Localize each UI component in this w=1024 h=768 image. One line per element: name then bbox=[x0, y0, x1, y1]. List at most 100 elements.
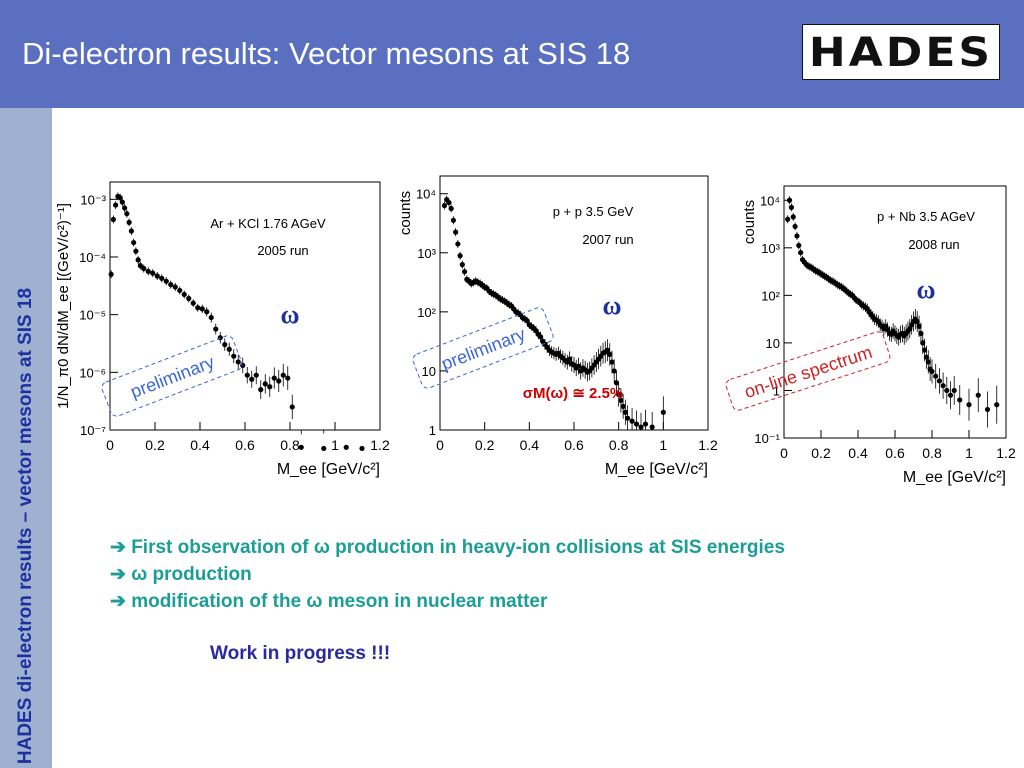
data-point bbox=[788, 204, 794, 210]
data-point bbox=[944, 387, 950, 394]
data-point bbox=[126, 219, 132, 225]
data-point bbox=[177, 287, 183, 294]
y-axis-label: counts bbox=[741, 200, 758, 244]
work-in-progress-note: Work in progress !!! bbox=[210, 643, 391, 664]
x-tick-label: 0.4 bbox=[520, 437, 540, 453]
stamp-frame bbox=[101, 335, 243, 417]
data-point bbox=[796, 242, 802, 249]
data-point bbox=[984, 406, 991, 413]
data-point bbox=[119, 199, 125, 205]
data-point bbox=[226, 346, 232, 352]
y-tick-label: 10⁻⁷ bbox=[80, 423, 106, 438]
data-point bbox=[124, 211, 130, 217]
stamp-label: preliminary bbox=[439, 324, 528, 374]
data-point bbox=[298, 444, 304, 450]
x-tick-label: 0.2 bbox=[811, 445, 831, 461]
data-point bbox=[122, 205, 128, 211]
data-point bbox=[947, 392, 954, 398]
bullet-list: ➔ First observation of ω production in h… bbox=[110, 534, 785, 615]
stamp-label: on-line spectrum bbox=[742, 342, 875, 402]
sidebar: HADES di-electron results – vector meson… bbox=[0, 108, 52, 768]
y-tick-label: 1 bbox=[429, 423, 436, 438]
stamp-frame bbox=[412, 307, 554, 389]
data-point bbox=[609, 359, 615, 365]
annotation-reaction: p + Nb 3.5 AGeV bbox=[877, 209, 975, 224]
data-point bbox=[258, 387, 264, 393]
data-point bbox=[792, 223, 798, 230]
sigma-label: σM(ω) ≅ 2.5% bbox=[523, 385, 624, 402]
data-point bbox=[459, 262, 465, 268]
data-point bbox=[244, 372, 250, 378]
arrow-icon: ➔ bbox=[110, 564, 126, 585]
data-point bbox=[186, 295, 192, 302]
data-point bbox=[289, 404, 295, 410]
y-tick-label: 10 bbox=[422, 364, 436, 379]
y-tick-label: 10⁴ bbox=[760, 193, 780, 208]
data-point bbox=[172, 284, 178, 290]
x-tick-label: 0.6 bbox=[235, 437, 255, 453]
data-point bbox=[159, 275, 165, 281]
data-point bbox=[267, 384, 273, 390]
data-point bbox=[575, 363, 582, 369]
data-point bbox=[616, 391, 622, 398]
annotation-run: 2005 run bbox=[257, 243, 308, 258]
y-tick-label: 10⁻⁵ bbox=[79, 308, 106, 323]
bullet-text: modification of the ω meson in nuclear m… bbox=[131, 591, 548, 612]
omega-label: ω bbox=[916, 275, 935, 304]
data-point bbox=[994, 402, 1000, 408]
data-point bbox=[222, 342, 228, 348]
data-point bbox=[633, 421, 640, 427]
data-point bbox=[604, 347, 611, 353]
x-tick-label: 0 bbox=[436, 437, 444, 453]
y-axis-label: counts bbox=[397, 191, 414, 235]
logo-text: HADES bbox=[808, 28, 994, 76]
x-tick-label: 1.2 bbox=[698, 437, 718, 453]
data-point bbox=[110, 216, 116, 223]
data-point bbox=[524, 318, 530, 324]
annotation-run: 2007 run bbox=[582, 232, 633, 247]
data-point bbox=[649, 424, 655, 430]
data-point bbox=[135, 257, 141, 263]
x-tick-label: 0.8 bbox=[609, 437, 629, 453]
data-point bbox=[262, 381, 268, 387]
y-tick-label: 10⁴ bbox=[416, 187, 436, 202]
data-point bbox=[204, 309, 210, 315]
annotation-reaction: p + p 3.5 GeV bbox=[553, 204, 634, 219]
x-axis-label: M_ee [GeV/c²] bbox=[605, 461, 708, 478]
x-tick-label: 0.4 bbox=[848, 445, 868, 461]
data-point bbox=[359, 445, 365, 452]
data-point bbox=[453, 229, 459, 235]
data-point bbox=[131, 239, 137, 246]
data-point bbox=[611, 368, 617, 374]
data-point bbox=[108, 271, 114, 277]
hades-logo: HADES bbox=[802, 24, 1000, 80]
data-point bbox=[929, 368, 935, 375]
data-point bbox=[933, 373, 939, 379]
data-point bbox=[940, 383, 946, 389]
x-tick-label: 0.8 bbox=[280, 437, 300, 453]
arrow-icon: ➔ bbox=[110, 537, 126, 558]
x-tick-label: 1 bbox=[965, 445, 973, 461]
y-tick-label: 10³ bbox=[761, 241, 780, 256]
x-tick-label: 1.2 bbox=[996, 445, 1016, 461]
data-point bbox=[446, 199, 452, 206]
data-point bbox=[450, 217, 456, 223]
data-point bbox=[285, 375, 291, 381]
header-bar: Di-electron results: Vector mesons at SI… bbox=[0, 0, 1024, 108]
bullet-item: ➔ ω production bbox=[110, 561, 785, 588]
data-point bbox=[618, 397, 624, 404]
data-point bbox=[141, 265, 147, 272]
x-tick-label: 0.8 bbox=[922, 445, 942, 461]
data-point bbox=[920, 340, 926, 346]
data-point bbox=[253, 372, 259, 378]
data-point bbox=[455, 241, 461, 247]
data-point bbox=[642, 421, 649, 427]
x-tick-label: 0 bbox=[106, 437, 114, 453]
x-axis-label: M_ee [GeV/c²] bbox=[277, 461, 380, 478]
data-point bbox=[798, 249, 804, 256]
bullet-item: ➔ First observation of ω production in h… bbox=[110, 534, 785, 561]
data-point bbox=[622, 409, 628, 415]
data-point bbox=[638, 424, 644, 430]
data-point bbox=[785, 216, 791, 222]
data-point bbox=[208, 314, 214, 321]
